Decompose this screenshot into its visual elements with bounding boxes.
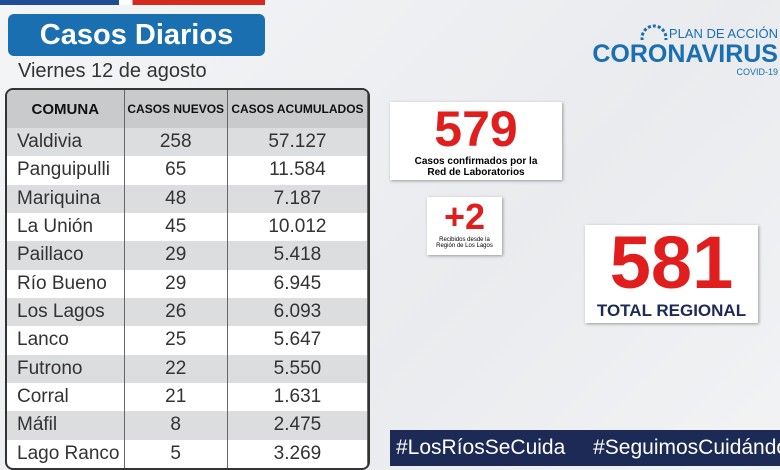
table-row: Panguipulli 65 11.584 [7, 156, 368, 185]
table-cell: 5 [124, 439, 228, 468]
total-label: TOTAL REGIONAL [596, 301, 747, 320]
table-cell: Lanco [7, 326, 125, 355]
confirmed-box: 579 Casos confirmados por la Red de Labo… [390, 102, 562, 180]
table-cell: 10.012 [227, 212, 368, 242]
table-cell: 5.550 [227, 354, 368, 383]
table-row: Valdivia 258 57.127 [7, 128, 368, 157]
table-cell: La Unión [7, 212, 125, 242]
hashtag: #LosRíosSeCuida [396, 436, 566, 459]
flag-stripe [0, 0, 265, 5]
table-cell: 21 [124, 382, 228, 412]
table-cell: 57.127 [227, 128, 368, 157]
table-cell: 65 [124, 156, 228, 185]
table-cell: 1.631 [227, 382, 368, 412]
table-cell: Futrono [7, 354, 125, 383]
table-row: Río Bueno 29 6.945 [7, 269, 368, 298]
table-cell: Panguipulli [7, 156, 125, 185]
table-row: Lanco 25 5.647 [7, 326, 368, 355]
table: COMUNA CASOS NUEVOS CASOS ACUMULADOS Valdiv… [5, 88, 370, 470]
table-cell: 6.945 [227, 269, 368, 298]
received-value: +2 [443, 196, 486, 237]
column-header: CASOS ACUMULADOS [227, 90, 368, 128]
table-cell: 5.647 [227, 326, 368, 355]
table-cell: Corral [7, 382, 125, 412]
table-cell: 25 [124, 326, 228, 355]
header-row: COMUNA CASOS NUEVOS CASOS ACUMULADOS [7, 90, 368, 128]
table-row: Máfil 8 2.475 [7, 411, 368, 440]
hashtag-bar: #LosRíosSeCuida #SeguimosCuidándonos [390, 430, 780, 466]
total-box: 581 TOTAL REGIONAL [585, 225, 758, 323]
received-label: Recibidos desde la Región de Los Lagos [436, 237, 493, 249]
logo-sub: COVID-19 [736, 67, 778, 77]
table-cell: 8 [124, 411, 228, 440]
table-cell: 2.475 [227, 411, 368, 440]
table-cell: Máfil [7, 411, 125, 440]
table-cell: Paillaco [7, 241, 125, 270]
table-cell: 29 [124, 269, 228, 298]
table-cell: Los Lagos [7, 297, 125, 327]
logo-name: CORONAVIRUS [592, 40, 778, 68]
confirmed-value: 579 [434, 101, 518, 157]
table-row: Corral 21 1.631 [7, 382, 368, 412]
confirmed-label: Casos confirmados por la Red de Laborato… [414, 156, 538, 178]
table-cell: 11.584 [227, 156, 368, 185]
table-cell: Mariquina [7, 184, 125, 213]
table-grid: COMUNA CASOS NUEVOS CASOS ACUMULADOS Valdiv… [7, 90, 368, 468]
table-row: La Unión 45 10.012 [7, 212, 368, 242]
logo: PLAN DE ACCIÓN CORONAVIRUS COVID-19 [578, 20, 778, 77]
table-row: Paillaco 29 5.418 [7, 241, 368, 270]
table-cell: 7.187 [227, 184, 368, 213]
logo-plan: PLAN DE ACCIÓN [668, 26, 778, 41]
table-cell: 6.093 [227, 297, 368, 327]
table-cell: 22 [124, 354, 228, 383]
column-header: COMUNA [7, 90, 125, 128]
table-row: Lago Ranco 5 3.269 [7, 439, 368, 468]
table-cell: 29 [124, 241, 228, 270]
column-header: CASOS NUEVOS [124, 90, 228, 128]
total-value: 581 [609, 221, 734, 304]
table-cell: Río Bueno [7, 269, 125, 298]
table-row: Mariquina 48 7.187 [7, 184, 368, 213]
table-row: Los Lagos 26 6.093 [7, 297, 368, 327]
date: Viernes 12 de agosto [18, 60, 207, 82]
table-cell: 48 [124, 184, 228, 213]
table-cell: Valdivia [7, 128, 125, 157]
table-cell: 5.418 [227, 241, 368, 270]
table-row: Futrono 22 5.550 [7, 354, 368, 383]
logo-icon [640, 24, 668, 40]
title: Casos Diarios [8, 14, 265, 56]
table-cell: 3.269 [227, 439, 368, 468]
table-cell: Lago Ranco [7, 439, 125, 468]
received-box: +2 Recibidos desde la Región de Los Lago… [427, 197, 502, 255]
table-cell: 258 [124, 128, 228, 157]
table-cell: 45 [124, 212, 228, 242]
table-cell: 26 [124, 297, 228, 327]
hashtag: #SeguimosCuidándonos [593, 436, 780, 459]
